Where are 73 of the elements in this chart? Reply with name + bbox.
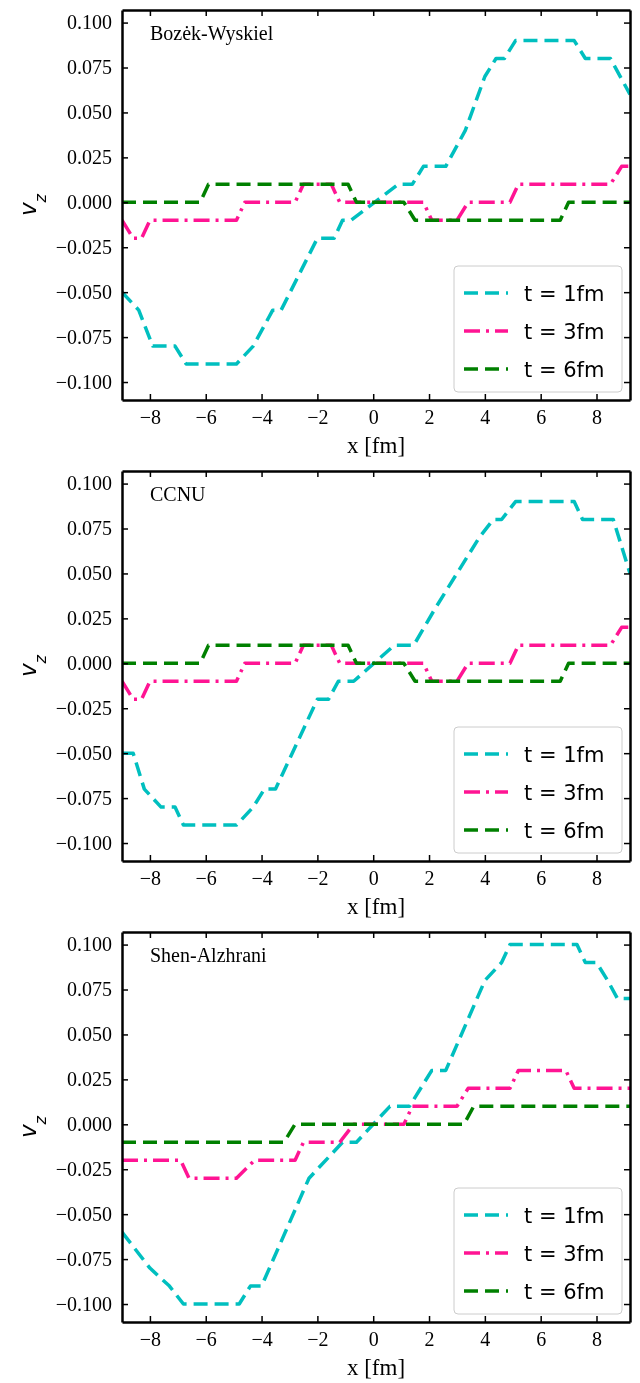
legend-label: t = 3fm — [524, 781, 605, 805]
x-tick-label: −2 — [307, 406, 329, 429]
y-tick-label: 0.100 — [67, 472, 112, 495]
x-tick-label: 0 — [368, 406, 379, 429]
line-series — [122, 1068, 630, 1180]
x-tick-label: −4 — [251, 1328, 273, 1351]
y-tick-label: 0.050 — [67, 1023, 112, 1046]
x-axis-title: x [fm] — [346, 433, 406, 458]
x-tick-label: 0 — [368, 1328, 379, 1351]
legend-label: t = 1fm — [524, 1204, 605, 1228]
x-tick-label: −8 — [139, 1328, 162, 1351]
y-tick-label: 0.075 — [67, 56, 112, 79]
y-tick-label: 0.000 — [67, 1113, 112, 1136]
y-tick-label: −0.025 — [55, 1158, 112, 1181]
y-tick-label: 0.050 — [67, 101, 112, 124]
y-tick-label: −0.050 — [55, 281, 112, 304]
legend-label: t = 1fm — [524, 282, 605, 306]
y-tick-label: 0.025 — [67, 146, 112, 169]
x-axis-title: x [fm] — [346, 1355, 406, 1380]
y-tick-label: −0.100 — [55, 1292, 112, 1315]
x-tick-label: −4 — [251, 406, 273, 429]
line-series — [122, 942, 630, 1306]
y-tick-label: 0.025 — [67, 1068, 112, 1091]
x-tick-label: 2 — [424, 1328, 435, 1351]
x-tick-label: 6 — [536, 867, 547, 890]
x-tick-label: 4 — [480, 867, 491, 890]
x-tick-label: −6 — [195, 1328, 217, 1351]
x-tick-label: 4 — [480, 1328, 491, 1351]
y-tick-label: −0.025 — [55, 236, 112, 259]
y-tick-label: 0.050 — [67, 562, 112, 585]
x-axis-title: x [fm] — [346, 894, 406, 919]
y-tick-label: 0.100 — [67, 11, 112, 34]
x-tick-label: −4 — [251, 867, 273, 890]
y-tick-label: −0.025 — [55, 697, 112, 720]
text: Shen-Alzhrani — [150, 944, 268, 966]
x-tick-label: −6 — [195, 867, 217, 890]
line-series — [122, 164, 630, 240]
y-tick-label: 0.075 — [67, 978, 112, 1001]
y-tick-label: 0.000 — [67, 191, 112, 214]
y-tick-label: 0.000 — [67, 652, 112, 675]
x-tick-label: −6 — [195, 406, 217, 429]
text: CCNU — [150, 483, 207, 505]
legend-label: t = 6fm — [524, 819, 605, 843]
y-tick-label: −0.050 — [55, 1203, 112, 1226]
x-tick-label: 4 — [480, 406, 491, 429]
legend-label: t = 6fm — [524, 1280, 605, 1304]
x-tick-label: 6 — [536, 406, 547, 429]
x-tick-label: −8 — [139, 867, 162, 890]
x-tick-label: −8 — [139, 406, 162, 429]
y-tick-label: −0.100 — [55, 831, 112, 854]
text: Bozėk-Wyskiel — [150, 22, 274, 45]
x-tick-label: 2 — [424, 406, 435, 429]
x-tick-label: 8 — [592, 1328, 603, 1351]
line-series — [122, 625, 630, 701]
x-tick-label: 8 — [592, 867, 603, 890]
x-tick-label: 6 — [536, 1328, 547, 1351]
legend-label: t = 3fm — [524, 320, 605, 344]
legend-label: t = 1fm — [524, 743, 605, 767]
x-tick-label: −2 — [307, 1328, 329, 1351]
x-tick-label: 2 — [424, 867, 435, 890]
y-tick-label: 0.075 — [67, 517, 112, 540]
x-tick-label: 0 — [368, 867, 379, 890]
y-tick-label: 0.100 — [67, 933, 112, 956]
y-tick-label: −0.075 — [55, 1248, 112, 1270]
x-tick-label: 8 — [592, 406, 603, 429]
y-tick-label: −0.100 — [55, 370, 112, 393]
legend-label: t = 6fm — [524, 358, 605, 382]
y-tick-label: −0.075 — [55, 787, 112, 809]
x-tick-label: −2 — [307, 867, 329, 890]
legend-label: t = 3fm — [524, 1242, 605, 1266]
y-tick-label: −0.075 — [55, 326, 112, 348]
y-tick-label: 0.025 — [67, 607, 112, 630]
y-tick-label: −0.050 — [55, 742, 112, 765]
